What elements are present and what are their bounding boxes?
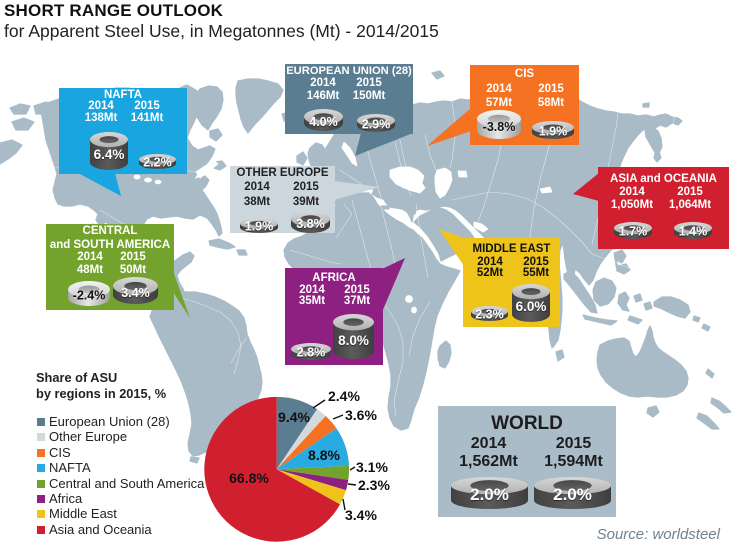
svg-text:2.9%: 2.9% (362, 117, 391, 131)
svg-text:3.1%: 3.1% (356, 459, 388, 475)
svg-text:8.0%: 8.0% (338, 333, 369, 348)
svg-text:1.7%: 1.7% (619, 225, 648, 239)
svg-text:3.6%: 3.6% (345, 407, 377, 423)
svg-text:2.3%: 2.3% (475, 308, 504, 322)
svg-text:66.8%: 66.8% (229, 470, 269, 486)
svg-text:6.0%: 6.0% (516, 299, 547, 314)
svg-text:-2.4%: -2.4% (73, 289, 106, 303)
svg-text:6.4%: 6.4% (94, 147, 125, 162)
svg-text:1.4%: 1.4% (679, 225, 708, 239)
svg-text:2.2%: 2.2% (143, 156, 172, 170)
svg-text:1.9%: 1.9% (539, 124, 568, 138)
svg-text:9.4%: 9.4% (278, 409, 310, 425)
svg-text:2.8%: 2.8% (297, 346, 326, 360)
svg-text:2.4%: 2.4% (328, 388, 360, 404)
svg-text:1.9%: 1.9% (245, 220, 274, 234)
svg-text:2.0%: 2.0% (553, 485, 592, 504)
svg-text:3.8%: 3.8% (296, 217, 325, 231)
svg-text:2.0%: 2.0% (470, 485, 509, 504)
svg-text:3.4%: 3.4% (121, 286, 150, 300)
svg-text:3.4%: 3.4% (345, 507, 377, 523)
svg-text:8.8%: 8.8% (308, 447, 340, 463)
svg-text:-3.8%: -3.8% (483, 120, 516, 134)
svg-text:2.3%: 2.3% (358, 477, 390, 493)
svg-text:4.0%: 4.0% (309, 115, 338, 129)
